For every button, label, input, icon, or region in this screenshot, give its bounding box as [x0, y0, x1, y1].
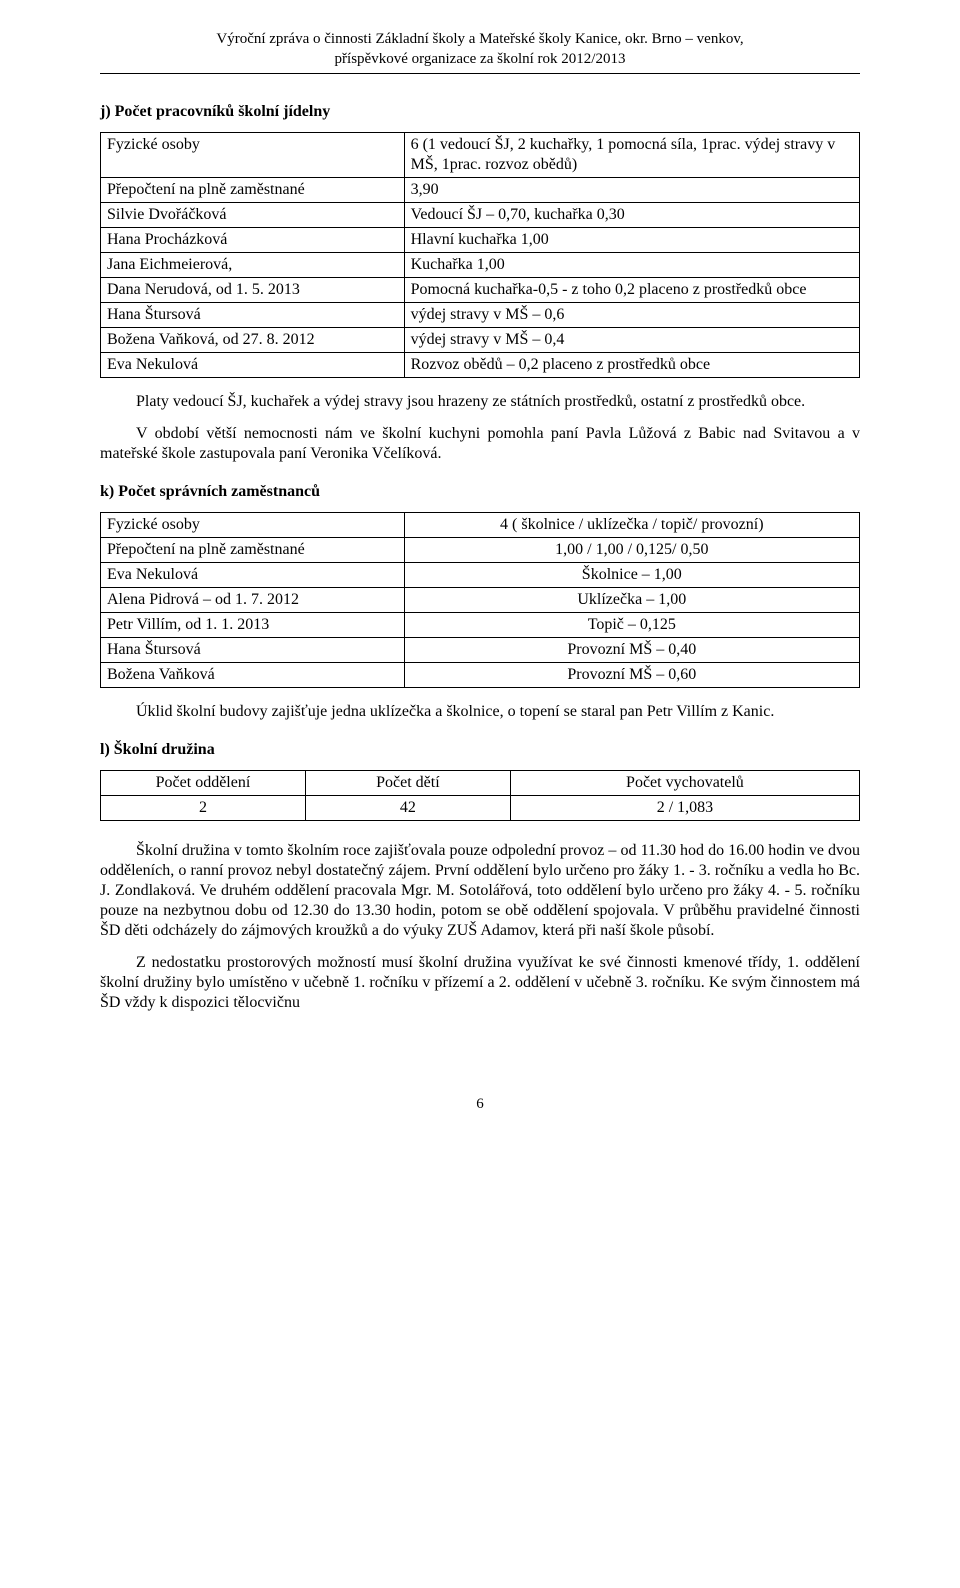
header-cell: Počet oddělení [101, 771, 306, 796]
header-line-2: příspěvkové organizace za školní rok 201… [100, 50, 860, 70]
cell-label: Božena Vaňková, od 27. 8. 2012 [101, 328, 405, 353]
table-jidelna: Fyzické osoby 6 (1 vedoucí ŠJ, 2 kuchařk… [100, 132, 860, 378]
cell-value: Školnice – 1,00 [404, 563, 859, 588]
table-row: Fyzické osoby 6 (1 vedoucí ŠJ, 2 kuchařk… [101, 133, 860, 178]
cell-label: Silvie Dvořáčková [101, 203, 405, 228]
table-row: Jana Eichmeierová, Kuchařka 1,00 [101, 253, 860, 278]
table-row: Hana Procházková Hlavní kuchařka 1,00 [101, 228, 860, 253]
table-row: Petr Villím, od 1. 1. 2013 Topič – 0,125 [101, 613, 860, 638]
cell-value: 2 / 1,083 [510, 796, 859, 821]
cell-value: Provozní MŠ – 0,60 [404, 663, 859, 688]
table-row: Hana Štursová Provozní MŠ – 0,40 [101, 638, 860, 663]
cell-value: 3,90 [404, 178, 859, 203]
cell-label: Hana Štursová [101, 638, 405, 663]
header-cell: Počet vychovatelů [510, 771, 859, 796]
cell-value: 1,00 / 1,00 / 0,125/ 0,50 [404, 538, 859, 563]
table-row: Silvie Dvořáčková Vedoucí ŠJ – 0,70, kuc… [101, 203, 860, 228]
table-row: Eva Nekulová Školnice – 1,00 [101, 563, 860, 588]
header-line-1: Výroční zpráva o činnosti Základní školy… [100, 30, 860, 50]
table-row: Hana Štursová výdej stravy v MŠ – 0,6 [101, 303, 860, 328]
page-number: 6 [100, 1095, 860, 1114]
cell-value: 2 [101, 796, 306, 821]
table-row: Přepočtení na plně zaměstnané 3,90 [101, 178, 860, 203]
section-l-title: l) Školní družina [100, 740, 860, 760]
table-row: Přepočtení na plně zaměstnané 1,00 / 1,0… [101, 538, 860, 563]
cell-label: Božena Vaňková [101, 663, 405, 688]
document-page: Výroční zpráva o činnosti Základní školy… [0, 0, 960, 1588]
cell-value: 4 ( školnice / uklízečka / topič/ provoz… [404, 513, 859, 538]
cell-value: Topič – 0,125 [404, 613, 859, 638]
cell-label: Dana Nerudová, od 1. 5. 2013 [101, 278, 405, 303]
cell-value: výdej stravy v MŠ – 0,4 [404, 328, 859, 353]
cell-value: Vedoucí ŠJ – 0,70, kuchařka 0,30 [404, 203, 859, 228]
section-j-paragraph-2: V období větší nemocnosti nám ve školní … [100, 424, 860, 464]
cell-value: Rozvoz obědů – 0,2 placeno z prostředků … [404, 353, 859, 378]
section-j-title: j) Počet pracovníků školní jídelny [100, 102, 860, 122]
cell-value: Kuchařka 1,00 [404, 253, 859, 278]
table-row-header: Počet oddělení Počet dětí Počet vychovat… [101, 771, 860, 796]
cell-value: Uklízečka – 1,00 [404, 588, 859, 613]
cell-label: Eva Nekulová [101, 353, 405, 378]
table-row: Božena Vaňková Provozní MŠ – 0,60 [101, 663, 860, 688]
cell-value: výdej stravy v MŠ – 0,6 [404, 303, 859, 328]
table-druzina: Počet oddělení Počet dětí Počet vychovat… [100, 770, 860, 821]
cell-value: Provozní MŠ – 0,40 [404, 638, 859, 663]
cell-label: Přepočtení na plně zaměstnané [101, 538, 405, 563]
cell-label: Jana Eichmeierová, [101, 253, 405, 278]
cell-label: Petr Villím, od 1. 1. 2013 [101, 613, 405, 638]
cell-value: Hlavní kuchařka 1,00 [404, 228, 859, 253]
section-l-paragraph-1: Školní družina v tomto školním roce zaji… [100, 841, 860, 941]
cell-label: Hana Štursová [101, 303, 405, 328]
cell-label: Hana Procházková [101, 228, 405, 253]
cell-label: Fyzické osoby [101, 133, 405, 178]
section-j-paragraph-1: Platy vedoucí ŠJ, kuchařek a výdej strav… [100, 392, 860, 412]
table-row: Božena Vaňková, od 27. 8. 2012 výdej str… [101, 328, 860, 353]
table-row: 2 42 2 / 1,083 [101, 796, 860, 821]
cell-label: Fyzické osoby [101, 513, 405, 538]
page-header: Výroční zpráva o činnosti Základní školy… [100, 30, 860, 69]
section-k-paragraph: Úklid školní budovy zajišťuje jedna uklí… [100, 702, 860, 722]
cell-label: Přepočtení na plně zaměstnané [101, 178, 405, 203]
header-cell: Počet dětí [305, 771, 510, 796]
cell-value: 42 [305, 796, 510, 821]
table-row: Dana Nerudová, od 1. 5. 2013 Pomocná kuc… [101, 278, 860, 303]
section-l-paragraph-2: Z nedostatku prostorových možností musí … [100, 953, 860, 1013]
section-k-title: k) Počet správních zaměstnanců [100, 482, 860, 502]
cell-label: Alena Pidrová – od 1. 7. 2012 [101, 588, 405, 613]
cell-label: Eva Nekulová [101, 563, 405, 588]
cell-value: Pomocná kuchařka-0,5 - z toho 0,2 placen… [404, 278, 859, 303]
cell-value: 6 (1 vedoucí ŠJ, 2 kuchařky, 1 pomocná s… [404, 133, 859, 178]
table-spravni: Fyzické osoby 4 ( školnice / uklízečka /… [100, 512, 860, 688]
table-row: Fyzické osoby 4 ( školnice / uklízečka /… [101, 513, 860, 538]
table-row: Eva Nekulová Rozvoz obědů – 0,2 placeno … [101, 353, 860, 378]
table-row: Alena Pidrová – od 1. 7. 2012 Uklízečka … [101, 588, 860, 613]
header-rule [100, 73, 860, 74]
